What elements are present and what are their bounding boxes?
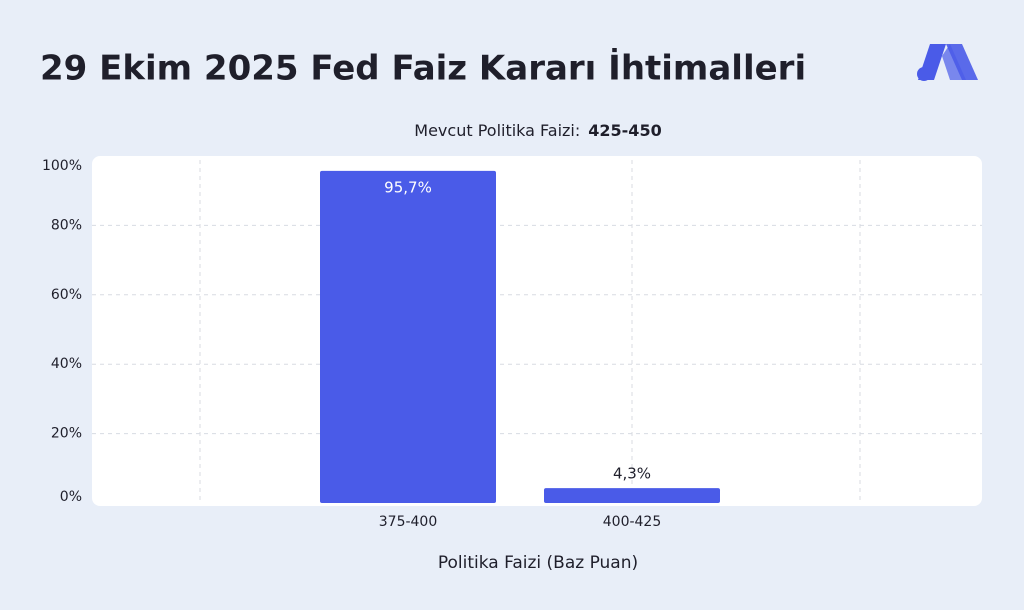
y-tick-label: 0%	[60, 489, 82, 505]
current-rate: 425-450	[588, 121, 661, 140]
subtitle-text: Mevcut Politika Faizi:	[414, 121, 580, 140]
vertical-grid	[199, 160, 861, 503]
y-tick-label: 80%	[51, 217, 82, 233]
x-axis-label: Politika Faizi (Baz Puan)	[438, 553, 638, 573]
logo	[917, 44, 978, 81]
subtitle: Mevcut Politika Faizi: 425-450	[414, 121, 661, 140]
data-label: 95,7%	[384, 178, 432, 196]
data-label: 4,3%	[613, 465, 651, 483]
chart-title: 29 Ekim 2025 Fed Faiz Kararı İhtimalleri	[40, 48, 806, 89]
bar	[544, 488, 720, 503]
y-tick-label: 40%	[51, 356, 82, 372]
logo-stroke	[942, 44, 966, 80]
bar	[320, 170, 496, 503]
y-tick-label: 20%	[51, 426, 82, 442]
plot-area	[92, 156, 982, 506]
y-tick-label: 60%	[51, 287, 82, 303]
x-tick-label: 400-425	[603, 514, 662, 530]
x-tick-label: 375-400	[379, 514, 438, 530]
logo-stroke	[918, 44, 946, 80]
y-tick-label: 100%	[42, 158, 82, 174]
